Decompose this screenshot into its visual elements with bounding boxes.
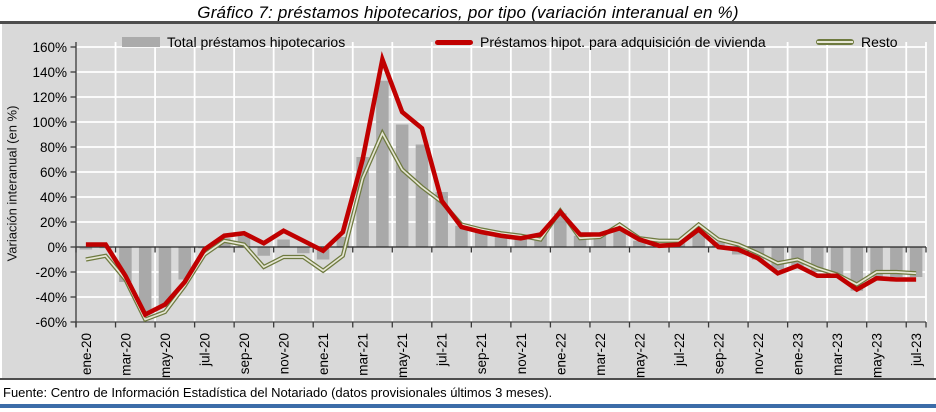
y-tick-label: 80%: [40, 140, 67, 155]
bottom-divider: [0, 378, 936, 380]
bar-abr-23: [850, 247, 864, 291]
x-tick-label: sep-21: [474, 333, 489, 374]
bar-dic-20: [297, 247, 310, 254]
legend-swatch-olive-line: [816, 39, 854, 45]
bar-ago-21: [455, 225, 468, 247]
top-divider: [0, 21, 936, 24]
y-tick-label: -60%: [35, 315, 67, 330]
line-resto-core: [85, 131, 917, 321]
x-tick-label: sep-22: [711, 333, 726, 374]
y-tick-label: 20%: [40, 215, 67, 230]
legend-swatch-bar: [122, 37, 160, 47]
legend-item-vivienda: Préstamos hipot. para adquisición de viv…: [435, 34, 766, 50]
legend-item-resto: Resto: [816, 34, 898, 50]
bar-jun-20: [178, 247, 191, 280]
x-tick-label: nov-21: [514, 333, 529, 374]
bar-mar-23: [830, 247, 844, 276]
line-resto: [85, 128, 917, 323]
bar-may-21: [395, 124, 409, 247]
chart-title: Gráfico 7: préstamos hipotecarios, por t…: [197, 3, 739, 22]
legend-item-total: Total préstamos hipotecarios: [122, 34, 345, 50]
x-tick-label: nov-22: [751, 333, 766, 374]
y-tick-label: 160%: [32, 40, 67, 55]
bar-may-22: [633, 240, 646, 247]
legend-swatch-red-line: [435, 39, 473, 45]
y-axis-title: Variación interanual (en %): [4, 105, 20, 262]
y-tick-label: 60%: [40, 165, 67, 180]
chart-area: [2, 24, 934, 378]
bar-ene-22: [554, 213, 567, 247]
y-tick-label: -40%: [35, 290, 67, 305]
bar-nov-20: [277, 239, 290, 247]
source-note: Fuente: Centro de Información Estadístic…: [3, 385, 553, 400]
x-tick-label: nov-20: [277, 333, 292, 374]
bar-feb-22: [573, 235, 587, 247]
y-tick-label: 140%: [32, 65, 67, 80]
x-tick-label: jul-20: [197, 333, 212, 367]
bar-feb-21: [336, 237, 350, 247]
bar-abr-22: [613, 228, 626, 247]
x-tick-label: jul-23: [909, 333, 924, 367]
line-vivienda: [85, 51, 917, 318]
x-tick-label: jul-21: [435, 333, 450, 367]
bar-nov-21: [514, 238, 528, 247]
x-tick-label: mar-22: [593, 333, 608, 376]
y-tick-label: 0%: [47, 240, 67, 255]
bar-may-20: [158, 247, 172, 307]
bar-ene-20: [79, 247, 93, 250]
x-tick-label: jul-22: [672, 333, 687, 367]
bar-dic-22: [771, 247, 784, 270]
bar-may-23: [870, 247, 883, 277]
y-tick-label: 40%: [40, 190, 67, 205]
bar-jul-23: [909, 247, 923, 277]
x-tick-label: mar-23: [830, 333, 845, 376]
x-tick-label: mar-20: [118, 333, 133, 376]
y-tick-label: 100%: [32, 115, 67, 130]
bar-sep-20: [237, 235, 251, 247]
bar-abr-21: [376, 80, 389, 247]
bar-jun-23: [890, 247, 903, 277]
bar-abr-20: [138, 247, 152, 312]
bar-oct-20: [257, 247, 271, 256]
x-tick-label: mar-21: [356, 333, 371, 376]
legend-label-total: Total préstamos hipotecarios: [167, 34, 346, 50]
legend-label-resto: Resto: [861, 34, 898, 50]
x-tick-label: may-22: [632, 333, 647, 378]
x-tick-label: ene-23: [791, 333, 806, 375]
legend-label-vivienda: Préstamos hipot. para adquisición de viv…: [480, 34, 766, 50]
y-tick-label: 120%: [32, 90, 67, 105]
x-tick-label: may-20: [158, 333, 173, 378]
x-tick-label: ene-20: [79, 333, 94, 375]
bar-jun-21: [415, 144, 429, 247]
blue-underline: [0, 404, 936, 408]
x-tick-label: ene-21: [316, 333, 331, 375]
x-tick-label: ene-22: [553, 333, 568, 375]
x-tick-label: may-21: [395, 333, 410, 378]
y-tick-label: -20%: [35, 265, 67, 280]
x-tick-label: may-23: [870, 333, 885, 378]
x-tick-label: sep-20: [237, 333, 252, 374]
